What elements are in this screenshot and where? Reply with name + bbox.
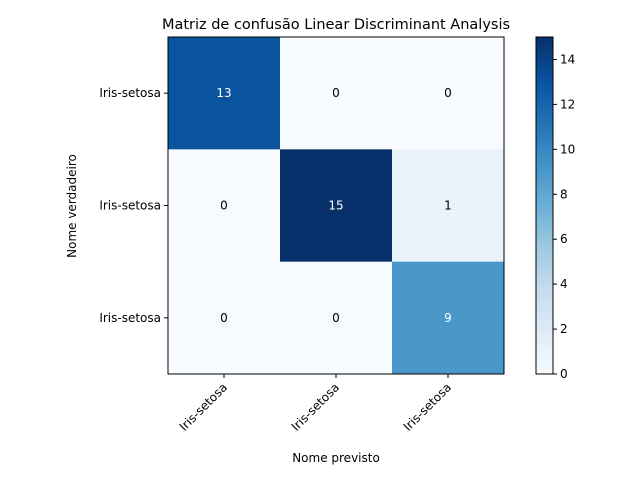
x-tick-label: Iris-setosa xyxy=(289,380,343,434)
colorbar-tick-label: 14 xyxy=(560,52,575,66)
colorbar-tick-label: 0 xyxy=(560,367,568,381)
y-tick-label: Iris-setosa xyxy=(99,86,161,100)
colorbar-tick-label: 10 xyxy=(560,142,575,156)
heatmap-cell-labels: 13 0 0 0 15 1 0 0 9 xyxy=(216,86,451,325)
x-tick-label: Iris-setosa xyxy=(177,380,231,434)
heatmap-cell-r2-c0 xyxy=(168,261,281,375)
x-axis-label: Nome previsto xyxy=(292,451,380,465)
heatmap-cell-r0-c2 xyxy=(392,37,505,150)
cell-value-r0-c1: 0 xyxy=(332,86,340,100)
heatmap-cell-r2-c2 xyxy=(392,261,505,375)
cell-value-r0-c2: 0 xyxy=(444,86,452,100)
colorbar-tick-label: 2 xyxy=(560,322,568,336)
colorbar xyxy=(535,36,554,375)
heatmap-cell-r0-c1 xyxy=(280,37,393,150)
y-axis-label: Nome verdadeiro xyxy=(65,154,79,258)
y-axis-ticks: Iris-setosa Iris-setosa Iris-setosa xyxy=(99,86,168,325)
x-axis-ticks: Iris-setosa Iris-setosa Iris-setosa xyxy=(177,374,455,434)
cell-value-r2-c2: 9 xyxy=(444,311,452,325)
heatmap-cell-r1-c0 xyxy=(168,149,281,263)
cell-value-r1-c2: 1 xyxy=(444,199,452,213)
heatmap-cell-r0-c0 xyxy=(168,37,281,150)
colorbar-tick-label: 8 xyxy=(560,187,568,201)
heatmap-cell-r1-c1 xyxy=(280,149,393,263)
cell-value-r1-c0: 0 xyxy=(220,199,228,213)
heatmap-cell-r1-c2 xyxy=(392,149,505,263)
chart-title: Matriz de confusão Linear Discriminant A… xyxy=(162,17,510,33)
cell-value-r2-c0: 0 xyxy=(220,311,228,325)
y-tick-label: Iris-setosa xyxy=(99,311,161,325)
cell-value-r2-c1: 0 xyxy=(332,311,340,325)
x-tick-label: Iris-setosa xyxy=(401,380,455,434)
colorbar-tick-label: 12 xyxy=(560,97,575,111)
cell-value-r1-c1: 15 xyxy=(328,199,343,213)
heatmap-cell-r2-c1 xyxy=(280,261,393,375)
colorbar-tick-label: 6 xyxy=(560,232,568,246)
colorbar-tick-label: 4 xyxy=(560,277,568,291)
heatmap-cells xyxy=(168,37,505,375)
colorbar-ticks: 0 2 4 6 8 10 12 14 xyxy=(553,52,575,381)
y-tick-label: Iris-setosa xyxy=(99,199,161,213)
cell-value-r0-c0: 13 xyxy=(216,86,231,100)
